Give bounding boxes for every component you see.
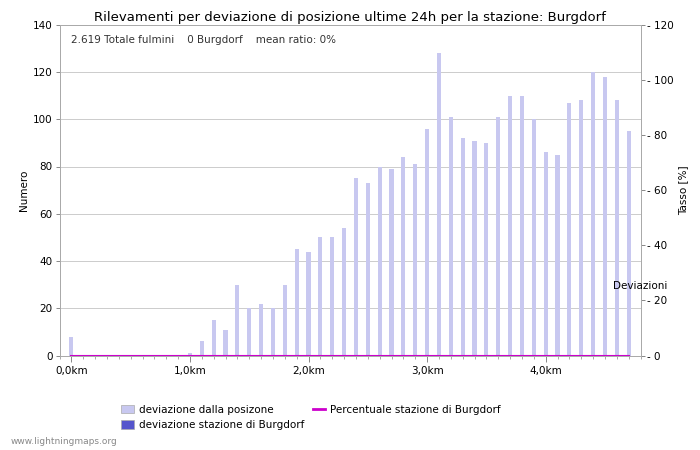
Bar <box>520 96 524 356</box>
Bar <box>532 119 536 356</box>
Legend: deviazione dalla posizone, deviazione stazione di Burgdorf, Percentuale stazione: deviazione dalla posizone, deviazione st… <box>117 400 505 434</box>
Bar <box>484 143 489 356</box>
Bar <box>603 77 607 356</box>
Bar <box>437 53 441 356</box>
Y-axis label: Tasso [%]: Tasso [%] <box>678 165 688 215</box>
Bar <box>365 183 370 356</box>
Bar <box>425 129 429 356</box>
Bar <box>544 153 547 356</box>
Bar <box>223 329 228 356</box>
Bar <box>354 178 358 356</box>
Bar <box>449 117 453 356</box>
Bar <box>188 353 192 356</box>
Bar <box>626 131 631 356</box>
Bar <box>318 238 323 356</box>
Bar <box>496 117 500 356</box>
Y-axis label: Numero: Numero <box>19 170 29 211</box>
Text: Rilevamenti per deviazione di posizione ultime 24h per la stazione: Burgdorf: Rilevamenti per deviazione di posizione … <box>94 11 606 24</box>
Bar <box>413 164 417 356</box>
Bar <box>389 169 393 356</box>
Bar <box>567 103 571 356</box>
Bar <box>473 140 477 356</box>
Bar <box>69 337 73 356</box>
Bar <box>271 308 275 356</box>
Bar <box>555 155 559 356</box>
Bar <box>283 285 287 356</box>
Text: www.lightningmaps.org: www.lightningmaps.org <box>10 437 118 446</box>
Bar <box>307 252 311 356</box>
Bar <box>461 138 465 356</box>
Bar <box>615 100 619 356</box>
Bar <box>591 72 595 356</box>
Bar <box>211 320 216 356</box>
Bar <box>330 238 335 356</box>
Bar <box>401 157 405 356</box>
Bar <box>295 249 299 356</box>
Text: 2.619 Totale fulmini    0 Burgdorf    mean ratio: 0%: 2.619 Totale fulmini 0 Burgdorf mean rat… <box>71 35 336 45</box>
Bar <box>235 285 239 356</box>
Bar <box>342 228 346 356</box>
Bar <box>508 96 512 356</box>
Text: Deviazioni: Deviazioni <box>613 281 668 291</box>
Bar <box>377 166 382 356</box>
Bar <box>579 100 583 356</box>
Bar <box>259 304 263 356</box>
Bar <box>199 342 204 356</box>
Bar <box>247 308 251 356</box>
